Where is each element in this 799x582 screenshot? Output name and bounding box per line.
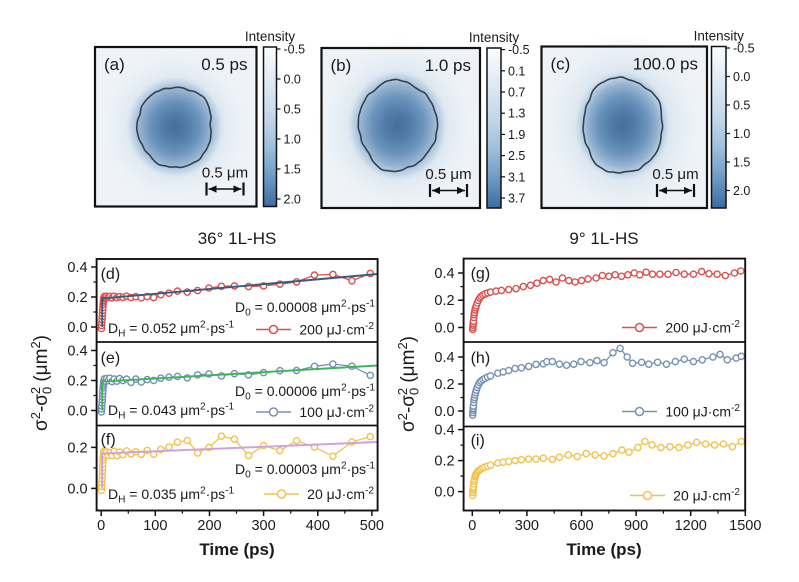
svg-text:300: 300	[515, 518, 539, 534]
svg-text:DH = 0.035 μm2·ps-1: DH = 0.035 μm2·ps-1	[108, 486, 234, 506]
svg-text:900: 900	[624, 518, 648, 534]
svg-text:D0 = 0.00008 μm2·ps-1: D0 = 0.00008 μm2·ps-1	[235, 299, 375, 319]
svg-text:0.5 μm: 0.5 μm	[652, 166, 698, 183]
svg-text:3.7: 3.7	[508, 192, 525, 206]
svg-text:200 μJ·cm-2: 200 μJ·cm-2	[299, 321, 374, 337]
svg-text:(e): (e)	[101, 350, 121, 367]
svg-text:600: 600	[569, 518, 593, 534]
svg-text:0.4: 0.4	[434, 350, 454, 366]
svg-text:0.0: 0.0	[67, 320, 87, 336]
svg-text:0.2: 0.2	[434, 293, 454, 309]
svg-text:(i): (i)	[471, 433, 485, 450]
svg-text:100 μJ·cm-2: 100 μJ·cm-2	[665, 403, 740, 419]
svg-text:0.5: 0.5	[733, 99, 750, 113]
svg-text:(a): (a)	[104, 55, 125, 74]
svg-text:0.0: 0.0	[434, 404, 454, 420]
svg-text:0.2: 0.2	[434, 454, 454, 470]
svg-text:0.2: 0.2	[67, 440, 87, 456]
svg-text:0.0: 0.0	[67, 481, 87, 497]
svg-text:(g): (g)	[471, 266, 491, 283]
svg-text:0.2: 0.2	[67, 290, 87, 306]
svg-text:200 μJ·cm-2: 200 μJ·cm-2	[665, 319, 740, 335]
svg-text:(d): (d)	[101, 266, 121, 283]
svg-text:(b): (b)	[331, 56, 352, 75]
svg-text:0.4: 0.4	[434, 423, 454, 439]
svg-text:0.0: 0.0	[434, 321, 454, 337]
svg-text:0.7: 0.7	[508, 86, 525, 100]
svg-text:(h): (h)	[471, 350, 491, 367]
svg-text:1.0: 1.0	[284, 133, 301, 147]
svg-text:0.5 μm: 0.5 μm	[425, 166, 471, 183]
svg-text:0.0: 0.0	[284, 73, 301, 87]
svg-text:-0.5: -0.5	[284, 43, 306, 57]
svg-text:100: 100	[143, 518, 167, 534]
svg-text:0.2: 0.2	[434, 377, 454, 393]
svg-text:1.0 ps: 1.0 ps	[425, 56, 471, 75]
svg-text:Time (ps): Time (ps)	[199, 540, 274, 559]
svg-text:1.3: 1.3	[508, 107, 525, 121]
svg-text:0: 0	[468, 518, 476, 534]
svg-text:(c): (c)	[551, 55, 571, 74]
svg-text:20 μJ·cm-2: 20 μJ·cm-2	[673, 487, 740, 503]
svg-text:Intensity: Intensity	[469, 30, 520, 45]
svg-text:1.9: 1.9	[508, 128, 525, 142]
svg-text:20 μJ·cm-2: 20 μJ·cm-2	[307, 486, 374, 502]
svg-text:2.5: 2.5	[508, 149, 525, 163]
svg-text:0.5: 0.5	[284, 103, 301, 117]
svg-text:0.2: 0.2	[67, 374, 87, 390]
svg-text:200: 200	[197, 518, 221, 534]
svg-text:0.1: 0.1	[508, 64, 525, 78]
svg-text:400: 400	[306, 518, 330, 534]
svg-text:300: 300	[251, 518, 275, 534]
svg-text:0: 0	[97, 518, 105, 534]
svg-text:D0 = 0.00006 μm2·ps-1: D0 = 0.00006 μm2·ps-1	[235, 383, 375, 403]
svg-text:0.5 μm: 0.5 μm	[202, 165, 248, 182]
svg-text:0.0: 0.0	[67, 404, 87, 420]
svg-text:1.5: 1.5	[733, 156, 750, 170]
svg-text:D0 = 0.00003 μm2·ps-1: D0 = 0.00003 μm2·ps-1	[235, 461, 375, 481]
svg-text:9° 1L-HS: 9° 1L-HS	[569, 229, 638, 248]
svg-text:36° 1L-HS: 36° 1L-HS	[198, 229, 277, 248]
svg-text:σ2-σ02 (μm2): σ2-σ02 (μm2)	[28, 335, 55, 431]
svg-text:0.0: 0.0	[733, 70, 750, 84]
svg-text:100 μJ·cm-2: 100 μJ·cm-2	[299, 404, 374, 420]
svg-text:0.5 ps: 0.5 ps	[201, 55, 247, 74]
svg-text:(f): (f)	[101, 432, 116, 449]
svg-text:-0.5: -0.5	[508, 43, 530, 57]
svg-text:Time (ps): Time (ps)	[566, 540, 641, 559]
svg-text:DH = 0.043 μm2·ps-1: DH = 0.043 μm2·ps-1	[108, 402, 234, 422]
svg-text:3.1: 3.1	[508, 170, 525, 184]
svg-text:0.4: 0.4	[434, 266, 454, 282]
svg-text:-0.5: -0.5	[733, 42, 755, 56]
svg-text:100.0 ps: 100.0 ps	[633, 55, 698, 74]
svg-text:2.0: 2.0	[284, 193, 301, 207]
svg-text:1.5: 1.5	[284, 163, 301, 177]
svg-text:σ2-σ02 (μm2): σ2-σ02 (μm2)	[395, 336, 422, 432]
svg-text:500: 500	[360, 518, 384, 534]
svg-text:1200: 1200	[675, 518, 707, 534]
svg-text:DH = 0.052 μm2·ps-1: DH = 0.052 μm2·ps-1	[108, 320, 234, 340]
svg-text:2.0: 2.0	[733, 184, 750, 198]
svg-text:1500: 1500	[729, 518, 761, 534]
svg-text:0.4: 0.4	[67, 344, 87, 360]
svg-text:0.0: 0.0	[434, 485, 454, 501]
svg-text:Intensity: Intensity	[694, 29, 745, 44]
svg-text:Intensity: Intensity	[245, 29, 296, 44]
svg-text:0.4: 0.4	[67, 260, 87, 276]
svg-text:1.0: 1.0	[733, 127, 750, 141]
